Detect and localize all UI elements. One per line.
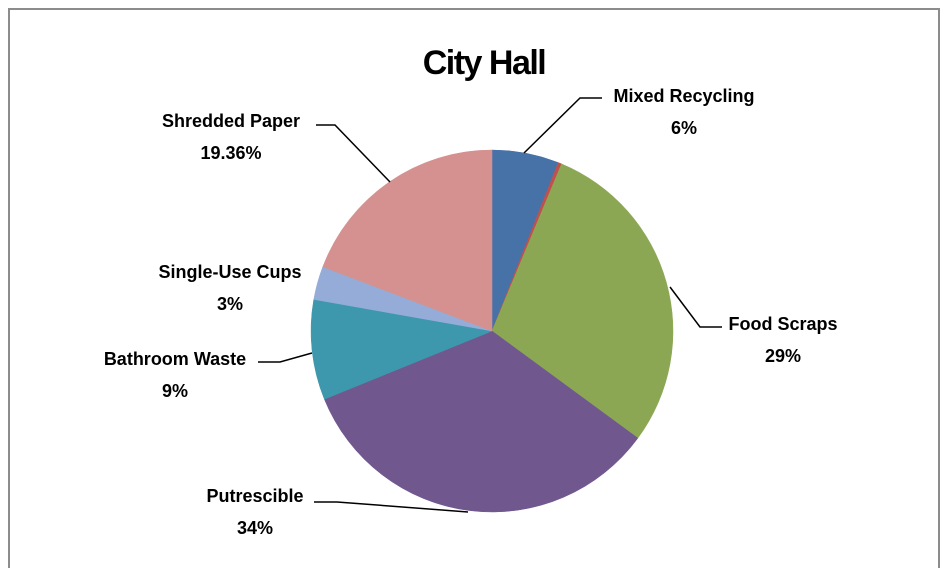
leader-line-food-scraps [669,286,722,328]
leader-lines [258,97,722,513]
chart-title: City Hall [423,44,546,82]
slice-value-shredded-paper: 19.36% [200,143,261,163]
pie-slice-bathroom-waste [310,299,493,400]
slice-label-putrescible: Putrescible [206,486,303,506]
slice-value-bathroom-waste: 9% [162,381,188,401]
slice-label-bathroom-waste: Bathroom Waste [104,349,246,369]
chart-frame: City Hall Mixed Recycling 6% Food Scraps 29… [8,8,940,568]
slice-value-mixed-recycling: 6% [671,118,697,138]
leader-line-putrescible [314,501,469,513]
slice-value-single-use-cups: 3% [217,294,243,314]
slice-label-food-scraps: Food Scraps [728,314,837,334]
pie-slices [310,149,674,513]
slice-label-mixed-recycling: Mixed Recycling [613,86,754,106]
slice-value-putrescible: 34% [237,518,273,538]
slice-label-shredded-paper: Shredded Paper [162,111,300,131]
pie-slice-food-scraps [491,163,674,439]
slice-labels: Mixed Recycling 6% Food Scraps 29% Putrescib… [104,86,838,538]
slice-label-single-use-cups: Single-Use Cups [158,262,301,282]
leader-line-shredded-paper [316,124,391,183]
slice-value-food-scraps: 29% [765,346,801,366]
leader-line-bathroom-waste [258,352,313,363]
leader-line-mixed-recycling [523,97,602,154]
pie-chart: City Hall Mixed Recycling 6% Food Scraps 29… [104,44,838,538]
pie-slice-putrescible [324,330,639,513]
